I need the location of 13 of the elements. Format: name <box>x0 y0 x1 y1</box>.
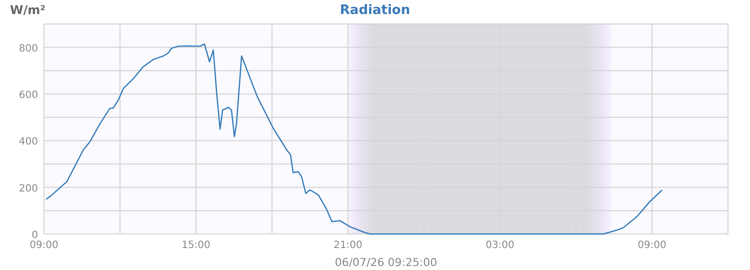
chart-title: Radiation <box>340 3 410 18</box>
x-tick-label: 09:00 <box>30 240 58 251</box>
x-tick-label: 21:00 <box>334 240 362 251</box>
x-axis-title: 06/07/26 09:25:00 <box>334 256 438 269</box>
y-tick-label: 200 <box>18 183 38 194</box>
y-axis-title: W/m² <box>10 3 46 17</box>
y-tick-label: 800 <box>18 43 38 54</box>
y-tick-label: 600 <box>18 90 38 101</box>
x-tick-label: 03:00 <box>486 240 514 251</box>
x-tick-label: 15:00 <box>182 240 210 251</box>
x-tick-label: 09:00 <box>638 240 666 251</box>
y-tick-label: 0 <box>32 230 38 241</box>
y-tick-label: 400 <box>18 136 38 148</box>
